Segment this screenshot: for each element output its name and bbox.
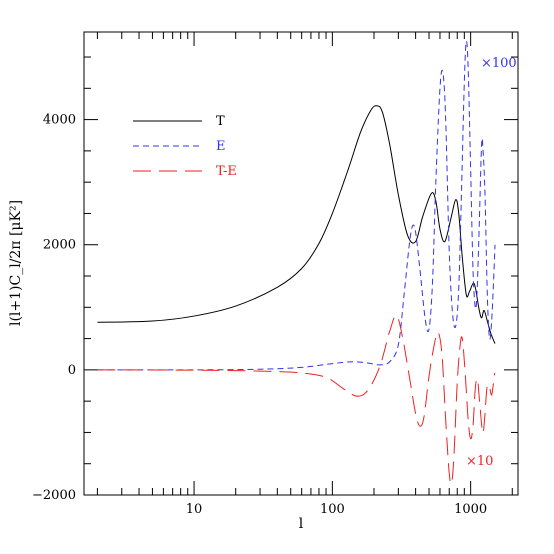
series-t-line [97,105,496,344]
e-scale-annotation: ×100 [481,56,517,71]
series-t-e-line [97,314,496,485]
y-tick-label: 2000 [43,238,76,253]
plot-frame [83,31,519,496]
legend-label-E: E [216,139,226,154]
x-axis-title: l [299,516,304,532]
series-e-line [97,40,496,371]
legend: T E T-E [133,114,237,179]
y-tick-label: 0 [68,363,76,378]
x-tick-label: 1000 [454,502,487,517]
axis-ticks [84,32,518,496]
series-layer [97,40,496,485]
x-tick-label: 10 [186,502,203,517]
y-axis-title: l(l+1)C_l/2π [μK²] [8,200,24,326]
legend-label-TE: T-E [216,164,237,179]
axis-tick-labels: 10 100 1000 −2000 0 2000 4000 [32,113,487,517]
te-scale-annotation: ×10 [466,454,493,469]
legend-label-T: T [216,114,225,129]
y-tick-label: 4000 [43,113,76,128]
x-tick-label: 100 [320,502,345,517]
y-tick-label: −2000 [32,488,76,503]
